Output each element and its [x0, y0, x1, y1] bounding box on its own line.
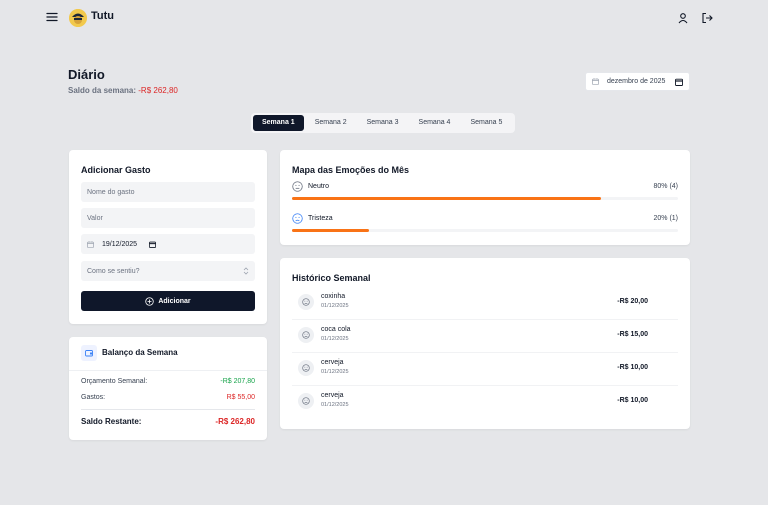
- week-tabs: Semana 1 Semana 2 Semana 3 Semana 4 Sema…: [251, 113, 516, 133]
- history-card: Histórico Semanal coxinha 01/12/2025 -R$…: [280, 258, 690, 429]
- history-item-name: coxinha: [321, 293, 346, 300]
- chevron-updown-icon: [243, 267, 249, 275]
- divider: [69, 370, 267, 371]
- expenses-row: Gastos: R$ 55,00: [81, 394, 255, 401]
- calendar-icon[interactable]: [675, 78, 683, 86]
- emotion-tristeza: Tristeza: [292, 213, 333, 224]
- history-item-name: cerveja: [321, 359, 344, 366]
- expense-value-input[interactable]: Valor: [81, 208, 255, 228]
- emotion-neutro-percent: 80% (4): [653, 183, 678, 190]
- budget-value: -R$ 207,80: [220, 378, 255, 385]
- neutral-face-icon: [298, 327, 314, 343]
- neutral-face-icon: [292, 181, 303, 192]
- user-icon[interactable]: [677, 12, 689, 24]
- history-item-value: -R$ 15,00: [617, 331, 648, 338]
- tab-semana-3[interactable]: Semana 3: [366, 119, 399, 126]
- expense-name-placeholder: Nome do gasto: [87, 188, 135, 196]
- balance-title: Balanço da Semana: [102, 348, 178, 357]
- history-item-value: -R$ 20,00: [617, 298, 648, 305]
- history-row[interactable]: cerveja 01/12/2025 -R$ 10,00: [292, 386, 678, 419]
- expense-date-value: 19/12/2025: [102, 240, 138, 248]
- month-picker[interactable]: dezembro de 2025: [585, 72, 690, 91]
- feeling-placeholder: Como se sentiu?: [87, 267, 140, 275]
- tab-semana-4[interactable]: Semana 4: [418, 119, 451, 126]
- neutral-face-icon: [298, 294, 314, 310]
- emotion-neutro-label: Neutro: [308, 183, 330, 190]
- history-row[interactable]: coca cola 01/12/2025 -R$ 15,00: [292, 320, 678, 353]
- month-value: dezembro de 2025: [607, 78, 666, 85]
- emotion-tristeza-label: Tristeza: [308, 215, 333, 222]
- add-expense-label: Adicionar: [158, 297, 191, 305]
- history-row[interactable]: cerveja 01/12/2025 -R$ 10,00: [292, 353, 678, 386]
- history-item-name: cerveja: [321, 392, 344, 399]
- expense-value-placeholder: Valor: [87, 214, 103, 222]
- history-title: Histórico Semanal: [292, 273, 371, 283]
- emotions-card: Mapa das Emoções do Mês Neutro 80% (4) T…: [280, 150, 690, 245]
- emotion-tristeza-percent: 20% (1): [653, 215, 678, 222]
- add-expense-button[interactable]: Adicionar: [81, 291, 255, 311]
- brand-name: Tutu: [91, 10, 115, 22]
- emotion-neutro-bar: [292, 197, 678, 200]
- week-balance-value: -R$ 262,80: [138, 86, 178, 95]
- week-balance-label: Saldo da semana:: [68, 86, 137, 95]
- tab-semana-5[interactable]: Semana 5: [470, 119, 503, 126]
- expense-name-input[interactable]: Nome do gasto: [81, 182, 255, 202]
- add-expense-title: Adicionar Gasto: [81, 165, 151, 175]
- expenses-label: Gastos:: [81, 394, 106, 401]
- history-item-date: 01/12/2025: [321, 369, 349, 375]
- balance-card: Balanço da Semana Orçamento Semanal: -R$…: [69, 337, 267, 440]
- history-item-name: coca cola: [321, 326, 351, 333]
- calendar-icon[interactable]: [149, 241, 157, 248]
- history-item-date: 01/12/2025: [321, 303, 349, 309]
- remaining-value: -R$ 262,80: [215, 417, 255, 426]
- emotion-neutro: Neutro: [292, 181, 329, 192]
- history-item-date: 01/12/2025: [321, 402, 349, 408]
- expense-date-input[interactable]: 19/12/2025: [81, 234, 255, 254]
- page-title: Diário: [68, 67, 105, 82]
- emotion-tristeza-bar: [292, 229, 678, 232]
- neutral-face-icon: [298, 393, 314, 409]
- history-item-value: -R$ 10,00: [617, 364, 648, 371]
- emotion-neutro-bar-fill: [292, 197, 601, 200]
- calendar-icon: [592, 78, 599, 85]
- history-item-value: -R$ 10,00: [617, 397, 648, 404]
- history-item-date: 01/12/2025: [321, 336, 349, 342]
- remaining-label: Saldo Restante:: [81, 417, 142, 426]
- top-bar: Tutu: [0, 0, 768, 36]
- tab-semana-1[interactable]: Semana 1: [253, 115, 304, 131]
- feeling-select[interactable]: Como se sentiu?: [81, 261, 255, 281]
- neutral-face-icon: [298, 360, 314, 376]
- budget-row: Orçamento Semanal: -R$ 207,80: [81, 378, 255, 385]
- emotion-tristeza-bar-fill: [292, 229, 370, 232]
- divider: [81, 409, 255, 410]
- menu-icon[interactable]: [46, 11, 58, 23]
- expenses-value: R$ 55,00: [226, 394, 255, 401]
- sad-face-icon: [292, 213, 303, 224]
- calendar-icon: [87, 240, 94, 248]
- balance-icon: [81, 345, 97, 361]
- week-balance-summary: Saldo da semana: -R$ 262,80: [68, 86, 178, 95]
- logo: [69, 9, 87, 27]
- tab-semana-2[interactable]: Semana 2: [314, 119, 347, 126]
- plus-circle-icon: [145, 296, 155, 306]
- budget-label: Orçamento Semanal:: [81, 378, 148, 385]
- add-expense-card: Adicionar Gasto Nome do gasto Valor 19/1…: [69, 150, 267, 324]
- history-row[interactable]: coxinha 01/12/2025 -R$ 20,00: [292, 287, 678, 320]
- remaining-row: Saldo Restante: -R$ 262,80: [81, 417, 255, 426]
- logout-icon[interactable]: [701, 12, 713, 24]
- emotions-title: Mapa das Emoções do Mês: [292, 165, 410, 175]
